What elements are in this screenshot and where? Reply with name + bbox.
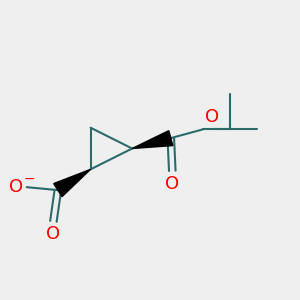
Polygon shape (132, 130, 173, 148)
Text: O: O (9, 178, 23, 196)
Text: −: − (24, 172, 35, 186)
Polygon shape (54, 169, 91, 196)
Text: O: O (205, 108, 219, 126)
Text: O: O (165, 175, 179, 193)
Text: O: O (46, 225, 61, 243)
